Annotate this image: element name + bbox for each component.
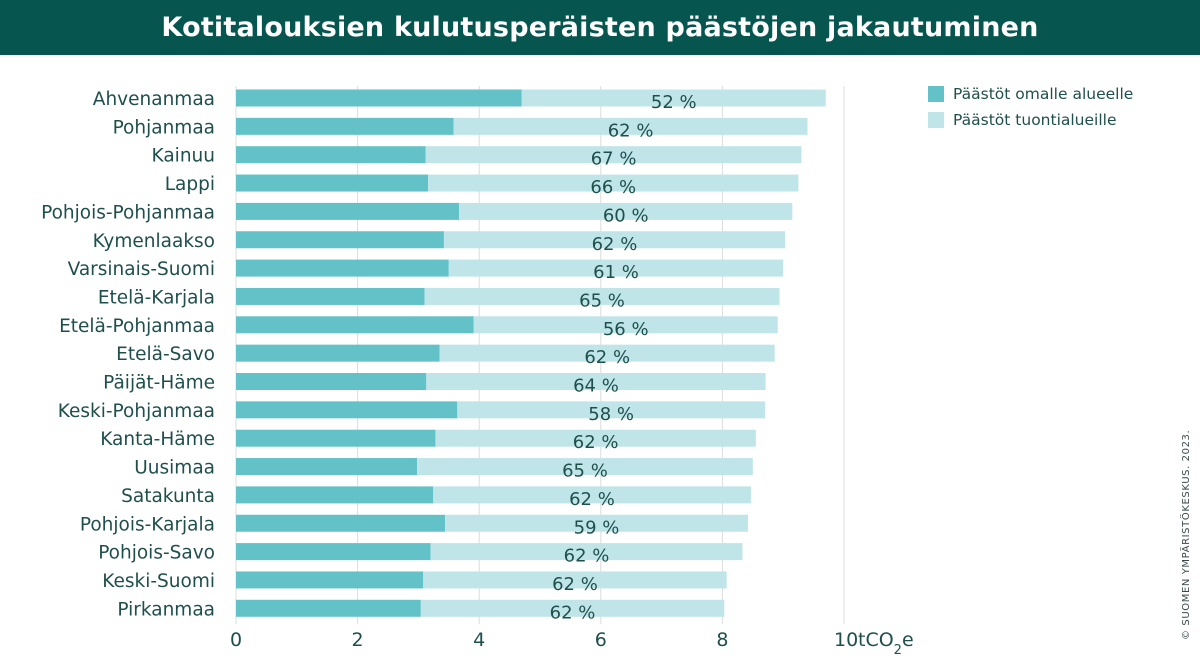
data-label: 56 % <box>603 319 649 340</box>
category-label: Pohjois-Savo <box>98 543 215 564</box>
x-unit-label: tCO2e <box>858 629 914 658</box>
data-label: 62 % <box>550 602 596 623</box>
legend-swatch <box>928 86 944 102</box>
bar-import-region <box>453 117 808 135</box>
data-label: 64 % <box>573 376 619 397</box>
bar-own-region <box>236 117 454 135</box>
bar-import-region <box>439 344 775 362</box>
x-tick-label: 0 <box>230 629 242 651</box>
bar-import-region <box>423 571 727 589</box>
data-label: 61 % <box>593 262 639 283</box>
x-tick-label: 6 <box>595 629 607 651</box>
bar-own-region <box>236 89 522 107</box>
bar-own-region <box>236 571 424 589</box>
bar-import-region <box>473 316 778 334</box>
x-tick-label: 4 <box>473 629 485 651</box>
data-label: 62 % <box>584 347 630 368</box>
bar-own-region <box>236 344 440 362</box>
category-label: Kymenlaakso <box>93 231 215 252</box>
x-tick-label: 8 <box>716 629 728 651</box>
bar-own-region <box>236 486 433 504</box>
category-label: Keski-Suomi <box>102 571 215 592</box>
bar-import-region <box>430 543 743 561</box>
bar-import-region <box>443 231 786 249</box>
bar-import-region <box>445 514 748 532</box>
data-label: 62 % <box>592 234 638 255</box>
bar-import-region <box>521 89 826 107</box>
category-label: Varsinais-Suomi <box>68 259 215 280</box>
bar-own-region <box>236 514 446 532</box>
bar-own-region <box>236 373 427 390</box>
bar-import-region <box>435 429 756 447</box>
bar-import-region <box>457 401 765 419</box>
bar-own-region <box>236 174 429 192</box>
bar-own-region <box>236 231 444 249</box>
chart-title: Kotitalouksien kulutusperäisten päästöje… <box>161 12 1039 43</box>
category-label: Kainuu <box>152 146 215 167</box>
bar-own-region <box>236 316 474 334</box>
data-label: 62 % <box>552 574 598 595</box>
data-label: 66 % <box>590 177 636 198</box>
category-label: Pirkanmaa <box>117 599 215 620</box>
category-label: Etelä-Karjala <box>98 287 215 308</box>
data-label: 60 % <box>603 205 649 226</box>
category-label: Pohjois-Karjala <box>80 514 215 535</box>
bar-import-region <box>459 202 793 220</box>
bar-own-region <box>236 458 418 476</box>
category-label: Keski-Pohjanmaa <box>58 401 215 422</box>
bar-import-region <box>426 373 766 390</box>
bar-own-region <box>236 401 458 419</box>
bar-own-region <box>236 259 449 277</box>
data-label: 52 % <box>651 92 697 113</box>
copyright: © SUOMEN YMPÄRISTÖKESKUS. 2023. <box>1181 429 1192 640</box>
data-label: 59 % <box>574 517 620 538</box>
bar-import-region <box>424 287 780 305</box>
bar-import-region <box>425 146 802 164</box>
legend-label: Päästöt omalle alueelle <box>953 85 1133 103</box>
category-label: Ahvenanmaa <box>93 89 215 110</box>
data-label: 65 % <box>562 461 608 482</box>
data-label: 58 % <box>588 404 634 425</box>
bar-own-region <box>236 287 425 305</box>
bar-import-region <box>428 174 799 192</box>
category-label: Uusimaa <box>134 458 215 479</box>
bar-import-region <box>417 458 753 476</box>
data-label: 62 % <box>569 489 615 510</box>
category-label: Etelä-Savo <box>116 344 215 365</box>
bar-own-region <box>236 599 421 617</box>
data-label: 65 % <box>579 290 625 311</box>
category-label: Pohjois-Pohjanmaa <box>41 202 215 223</box>
bar-import-region <box>432 486 751 504</box>
category-label: Pohjanmaa <box>113 117 215 138</box>
category-label: Lappi <box>165 174 215 195</box>
data-label: 62 % <box>608 120 654 141</box>
title-bar: Kotitalouksien kulutusperäisten päästöje… <box>0 0 1200 55</box>
legend-swatch <box>928 112 944 128</box>
bar-own-region <box>236 429 436 447</box>
data-label: 62 % <box>573 432 619 453</box>
legend-label: Päästöt tuontialueille <box>953 111 1117 129</box>
bar-import-region <box>420 599 725 617</box>
category-label: Satakunta <box>121 486 215 507</box>
bar-own-region <box>236 202 460 220</box>
data-label: 62 % <box>564 546 610 567</box>
category-label: Kanta-Häme <box>100 429 215 450</box>
bar-own-region <box>236 543 431 561</box>
x-tick-label: 10 <box>834 629 858 651</box>
x-tick-label: 2 <box>352 629 364 651</box>
category-label: Päijät-Häme <box>103 373 215 394</box>
data-label: 67 % <box>591 149 637 170</box>
bar-own-region <box>236 146 426 164</box>
category-label: Etelä-Pohjanmaa <box>59 316 215 337</box>
bar-import-region <box>448 259 784 277</box>
